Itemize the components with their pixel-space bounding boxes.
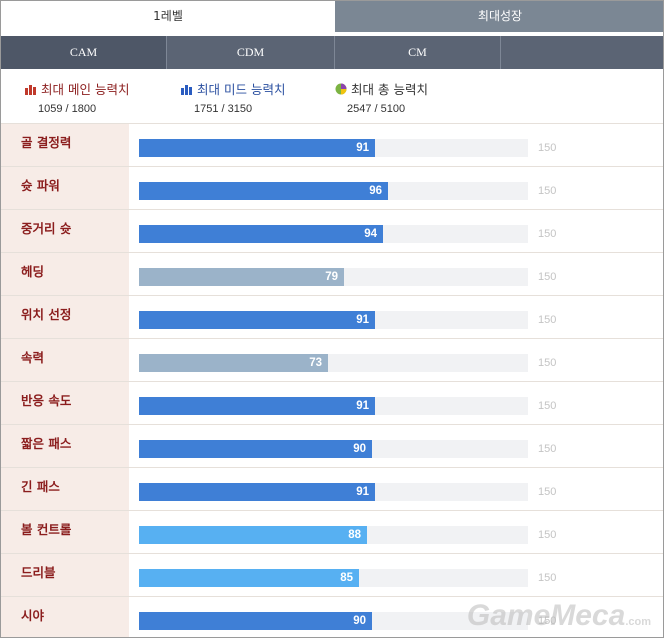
stat-row: 긴 패스 91 150 bbox=[1, 467, 663, 511]
stat-max-value: 150 bbox=[538, 615, 557, 627]
summary-total-value: 2547 / 5100 bbox=[347, 103, 406, 115]
stat-row: 중거리 슛 94 150 bbox=[1, 209, 663, 253]
stat-max-value: 150 bbox=[538, 443, 557, 455]
stat-label: 반응 속도 bbox=[1, 382, 129, 425]
stat-row: 헤딩 79 150 bbox=[1, 252, 663, 296]
stat-label: 위치 선정 bbox=[1, 296, 129, 339]
position-tabs: CAM CDM CM bbox=[1, 36, 663, 69]
bar-chart-icon bbox=[25, 83, 37, 95]
stat-row: 골 결정력 91 150 bbox=[1, 123, 663, 167]
stat-label: 슛 파워 bbox=[1, 167, 129, 210]
stat-row: 짧은 패스 90 150 bbox=[1, 424, 663, 468]
stat-max-value: 150 bbox=[538, 185, 557, 197]
stat-label: 헤딩 bbox=[1, 253, 129, 296]
summary-mid-value: 1751 / 3150 bbox=[194, 103, 253, 115]
stat-bar-fill: 91 bbox=[139, 139, 375, 157]
stat-bar-fill: 79 bbox=[139, 268, 344, 286]
summary-bar: 최대 메인 능력치 1059 / 1800 최대 미드 능력치 1751 / 3… bbox=[1, 69, 663, 123]
stat-bar-track: 85 bbox=[139, 569, 528, 587]
stat-bar-fill: 90 bbox=[139, 440, 372, 458]
stat-bar-track: 94 bbox=[139, 225, 528, 243]
stat-bar-fill: 96 bbox=[139, 182, 388, 200]
stat-max-value: 150 bbox=[538, 142, 557, 154]
stat-bar-track: 79 bbox=[139, 268, 528, 286]
stat-bar-track: 90 bbox=[139, 612, 528, 630]
stat-max-value: 150 bbox=[538, 400, 557, 412]
stat-row: 반응 속도 91 150 bbox=[1, 381, 663, 425]
stat-bar-track: 90 bbox=[139, 440, 528, 458]
stat-bar-track: 91 bbox=[139, 311, 528, 329]
level-tabs: 1레벨 최대성장 bbox=[1, 1, 663, 32]
tab-level1[interactable]: 1레벨 bbox=[1, 1, 335, 32]
stat-value: 91 bbox=[356, 486, 369, 498]
stat-bar-fill: 91 bbox=[139, 397, 375, 415]
stat-row: 시야 90 150 bbox=[1, 596, 663, 637]
summary-mid-label: 최대 미드 능력치 bbox=[197, 82, 286, 97]
stat-row: 드리블 85 150 bbox=[1, 553, 663, 597]
stat-value: 79 bbox=[325, 271, 338, 283]
stat-value: 91 bbox=[356, 400, 369, 412]
stat-value: 91 bbox=[356, 142, 369, 154]
tab-empty bbox=[501, 36, 663, 69]
summary-main-label: 최대 메인 능력치 bbox=[41, 82, 130, 97]
stat-list: 골 결정력 91 150 슛 파워 96 150 중거리 슛 94 150 헤딩 79 150 위치 선… bbox=[1, 123, 663, 637]
stat-bar-fill: 90 bbox=[139, 612, 372, 630]
stat-bar-track: 96 bbox=[139, 182, 528, 200]
stat-bar-fill: 85 bbox=[139, 569, 359, 587]
stat-value: 91 bbox=[356, 314, 369, 326]
stat-value: 90 bbox=[353, 443, 366, 455]
stat-bar-track: 91 bbox=[139, 139, 528, 157]
pie-chart-icon bbox=[335, 83, 347, 95]
watermark-suffix: .com bbox=[625, 616, 651, 628]
stat-label: 볼 컨트롤 bbox=[1, 511, 129, 554]
stat-bar-track: 73 bbox=[139, 354, 528, 372]
stat-bar-fill: 94 bbox=[139, 225, 383, 243]
stat-row: 속력 73 150 bbox=[1, 338, 663, 382]
stat-bar-track: 88 bbox=[139, 526, 528, 544]
stat-bar-track: 91 bbox=[139, 483, 528, 501]
stat-value: 90 bbox=[353, 615, 366, 627]
summary-total-label: 최대 총 능력치 bbox=[351, 82, 428, 97]
stat-bar-fill: 91 bbox=[139, 311, 375, 329]
summary-total: 최대 총 능력치 2547 / 5100 bbox=[335, 79, 428, 115]
summary-main: 최대 메인 능력치 1059 / 1800 bbox=[25, 79, 129, 115]
stat-label: 속력 bbox=[1, 339, 129, 382]
stat-label: 골 결정력 bbox=[1, 124, 129, 167]
stat-max-value: 150 bbox=[538, 314, 557, 326]
stat-label: 짧은 패스 bbox=[1, 425, 129, 468]
stat-label: 드리블 bbox=[1, 554, 129, 597]
stat-bar-fill: 88 bbox=[139, 526, 367, 544]
tab-cam[interactable]: CAM bbox=[1, 36, 167, 69]
stat-bar-fill: 73 bbox=[139, 354, 328, 372]
stat-bar-fill: 91 bbox=[139, 483, 375, 501]
stat-max-value: 150 bbox=[538, 271, 557, 283]
stat-value: 85 bbox=[340, 572, 353, 584]
stat-row: 볼 컨트롤 88 150 bbox=[1, 510, 663, 554]
stat-max-value: 150 bbox=[538, 486, 557, 498]
tab-max-growth[interactable]: 최대성장 bbox=[335, 1, 663, 32]
tab-cdm[interactable]: CDM bbox=[167, 36, 335, 69]
stat-max-value: 150 bbox=[538, 572, 557, 584]
stat-value: 96 bbox=[369, 185, 382, 197]
bar-chart-icon bbox=[181, 83, 193, 95]
stat-max-value: 150 bbox=[538, 529, 557, 541]
summary-mid: 최대 미드 능력치 1751 / 3150 bbox=[181, 79, 285, 115]
stat-row: 슛 파워 96 150 bbox=[1, 166, 663, 210]
watermark-logo: GameMeca.com bbox=[467, 599, 651, 633]
stat-bar-track: 91 bbox=[139, 397, 528, 415]
stat-label: 긴 패스 bbox=[1, 468, 129, 511]
stat-label: 시야 bbox=[1, 597, 129, 637]
watermark-text: GameMeca bbox=[466, 599, 626, 632]
stat-value: 88 bbox=[348, 529, 361, 541]
stat-max-value: 150 bbox=[538, 357, 557, 369]
summary-main-value: 1059 / 1800 bbox=[38, 103, 97, 115]
stat-label: 중거리 슛 bbox=[1, 210, 129, 253]
stat-value: 73 bbox=[309, 357, 322, 369]
tab-cm[interactable]: CM bbox=[335, 36, 501, 69]
stat-row: 위치 선정 91 150 bbox=[1, 295, 663, 339]
stat-value: 94 bbox=[364, 228, 377, 240]
stat-max-value: 150 bbox=[538, 228, 557, 240]
